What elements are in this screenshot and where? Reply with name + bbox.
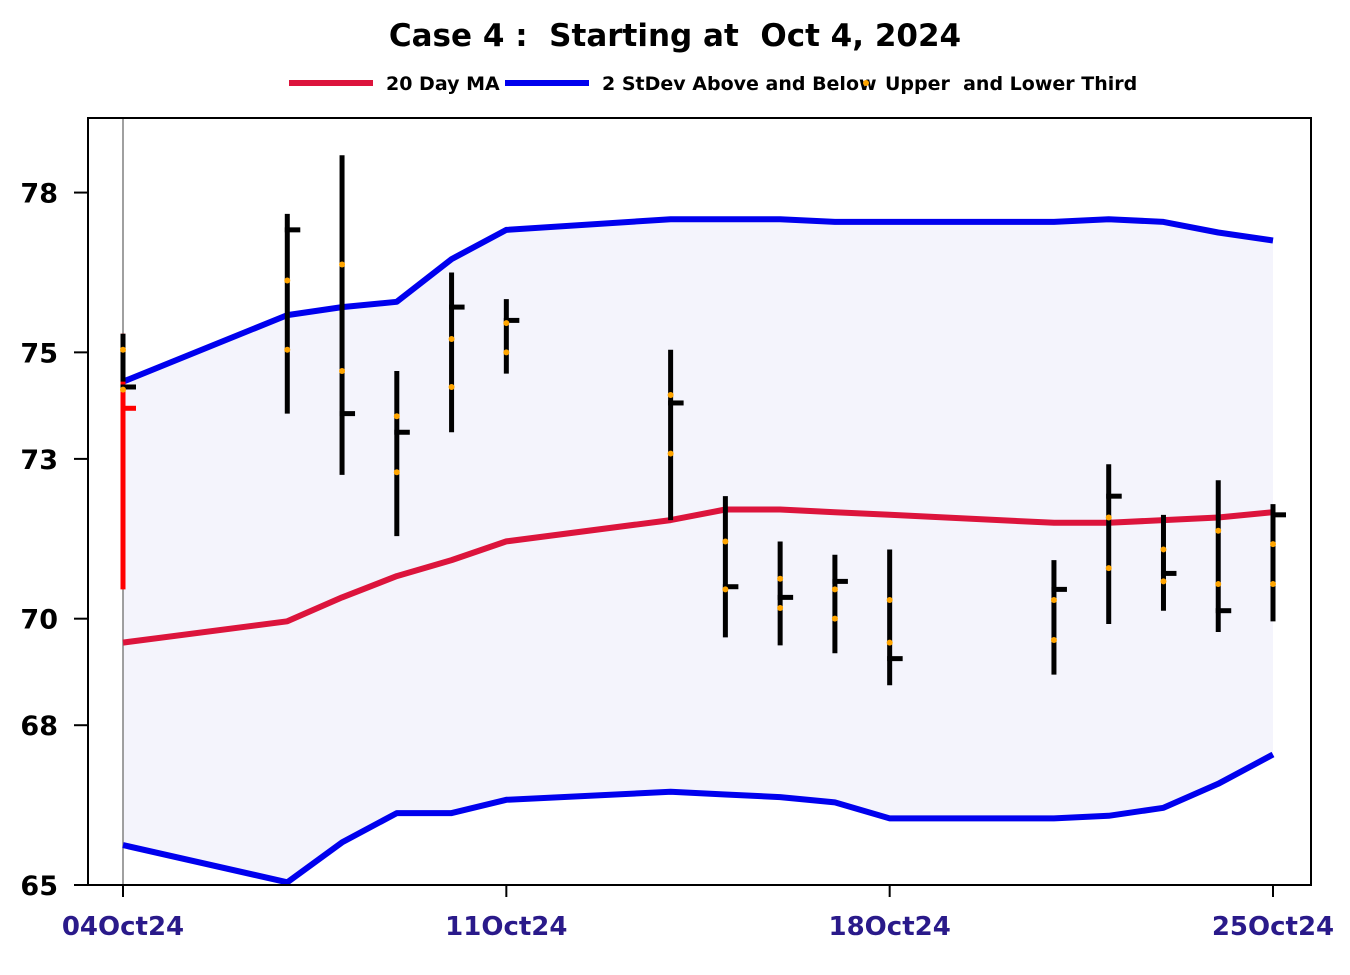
chart-title: Case 4 : Starting at Oct 4, 2024 — [388, 18, 962, 54]
y-tick-label: 75 — [20, 338, 58, 369]
lower-third-dot — [831, 615, 838, 622]
upper-band-line — [121, 216, 1274, 385]
upper-third-dot — [1050, 597, 1057, 604]
y-tick-label: 68 — [20, 711, 58, 742]
legend-label-ma: 20 Day MA — [386, 73, 500, 95]
upper-third-dot — [831, 586, 838, 593]
lower-third-dot — [777, 605, 784, 612]
upper-third-dot — [1215, 527, 1222, 534]
upper-third-dot — [777, 575, 784, 582]
lower-third-dot — [667, 450, 674, 457]
lower-third-dot — [120, 386, 126, 393]
x-axis: 04Oct24 11Oct24 18Oct24 25Oct24 — [62, 885, 1334, 942]
upper-third-dot — [1270, 541, 1276, 548]
lower-third-dot — [393, 469, 400, 476]
bands-layer — [121, 216, 1275, 886]
lower-third-dot — [339, 368, 346, 375]
upper-third-dot — [284, 277, 291, 284]
x-tick-label: 04Oct24 — [62, 912, 184, 942]
bars-layer — [120, 155, 1286, 686]
lower-third-dot — [503, 349, 510, 356]
legend-label-thirds: Upper and Lower Third — [885, 73, 1137, 95]
x-tick-label: 11Oct24 — [445, 912, 567, 942]
lower-third-dot — [1215, 581, 1222, 588]
x-tick-label: 25Oct24 — [1212, 912, 1334, 942]
lower-third-dot — [1160, 578, 1167, 585]
band-fill — [123, 219, 1273, 883]
upper-third-dot — [1105, 514, 1112, 521]
lower-third-dot — [886, 639, 893, 646]
band-fill-layer — [123, 219, 1273, 883]
upper-third-dot — [886, 597, 893, 604]
legend-label-band: 2 StDev Above and Below — [602, 73, 877, 95]
legend: 20 Day MA 2 StDev Above and Below Upper an… — [289, 73, 1137, 95]
lower-third-dot — [1105, 565, 1112, 572]
y-axis: 65 68 70 73 75 78 — [20, 179, 88, 902]
thirds-layer — [120, 261, 1276, 646]
lower-third-dot — [1270, 581, 1276, 588]
upper-third-dot — [722, 538, 729, 545]
ma-layer — [122, 506, 1274, 646]
ma-line — [122, 506, 1274, 646]
y-tick-label: 73 — [20, 445, 58, 476]
legend-swatch-thirds — [863, 80, 869, 86]
lower-band-line — [122, 751, 1275, 886]
upper-third-dot — [120, 346, 126, 353]
y-tick-label: 78 — [20, 179, 58, 210]
y-tick-label: 65 — [20, 871, 58, 902]
upper-third-dot — [393, 413, 400, 420]
lower-third-dot — [1050, 636, 1057, 643]
lower-third-dot — [284, 346, 291, 353]
plot-frame — [87, 117, 1312, 886]
upper-third-dot — [339, 261, 346, 268]
upper-third-dot — [1160, 546, 1167, 553]
upper-third-dot — [448, 336, 455, 343]
upper-third-dot — [503, 320, 510, 327]
lower-third-dot — [722, 586, 729, 593]
x-tick-label: 18Oct24 — [829, 912, 951, 942]
lower-third-dot — [448, 383, 455, 390]
y-tick-label: 70 — [20, 605, 58, 636]
upper-third-dot — [667, 391, 674, 398]
